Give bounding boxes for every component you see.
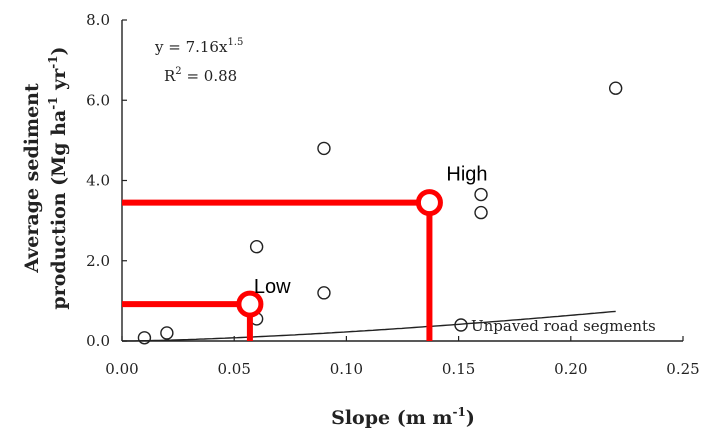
- x-tick-label: 0.20: [554, 360, 587, 378]
- annotation-marker: [236, 290, 264, 318]
- x-axis-title: Slope (m m-1): [331, 405, 475, 429]
- x-tick-label: 0.15: [442, 360, 475, 378]
- x-tick-label: 0.10: [330, 360, 363, 378]
- legend-marker-icon: [454, 318, 468, 332]
- x-tick-label: 0.25: [666, 360, 699, 378]
- data-point: [137, 331, 152, 345]
- x-tick-label: 0.00: [105, 360, 138, 378]
- data-point: [317, 286, 331, 300]
- data-point: [474, 187, 488, 202]
- y-tick-label: 4.0: [86, 172, 110, 190]
- y-axis-title: Average sediment production (Mg ha-1 yr-…: [21, 46, 70, 309]
- annotation-label: Low: [254, 276, 291, 298]
- r-squared-label: R2 = 0.88: [164, 66, 237, 85]
- data-points: [137, 81, 623, 345]
- y-tick-label: 2.0: [86, 252, 110, 270]
- fit-curve-layer: [122, 310, 616, 342]
- fit-curve: [122, 310, 616, 342]
- annotation-label: High: [446, 164, 487, 186]
- fit-equation: y = 7.16x1.5: [154, 37, 243, 56]
- data-point: [160, 326, 174, 340]
- legend: Unpaved road segments: [454, 317, 656, 335]
- data-point: [249, 240, 264, 254]
- data-point: [474, 205, 488, 220]
- y-axis-title-line1: Average sediment: [21, 83, 43, 274]
- y-tick-label: 6.0: [86, 91, 110, 109]
- y-tick-label: 0.0: [86, 332, 110, 350]
- annotations: Low High: [122, 164, 488, 341]
- y-tick-label: 8.0: [86, 11, 110, 29]
- annotation-marker: [415, 189, 443, 217]
- data-point: [317, 141, 331, 156]
- ticks: 0.00 0.05 0.10 0.15 0.20 0.25 0.0 2.0 4.0 6.0 8.0: [86, 11, 700, 378]
- data-point: [608, 81, 623, 95]
- legend-label: Unpaved road segments: [471, 317, 656, 335]
- y-axis-title-line2: production (Mg ha-1 yr-1): [46, 46, 70, 309]
- x-tick-label: 0.05: [217, 360, 250, 378]
